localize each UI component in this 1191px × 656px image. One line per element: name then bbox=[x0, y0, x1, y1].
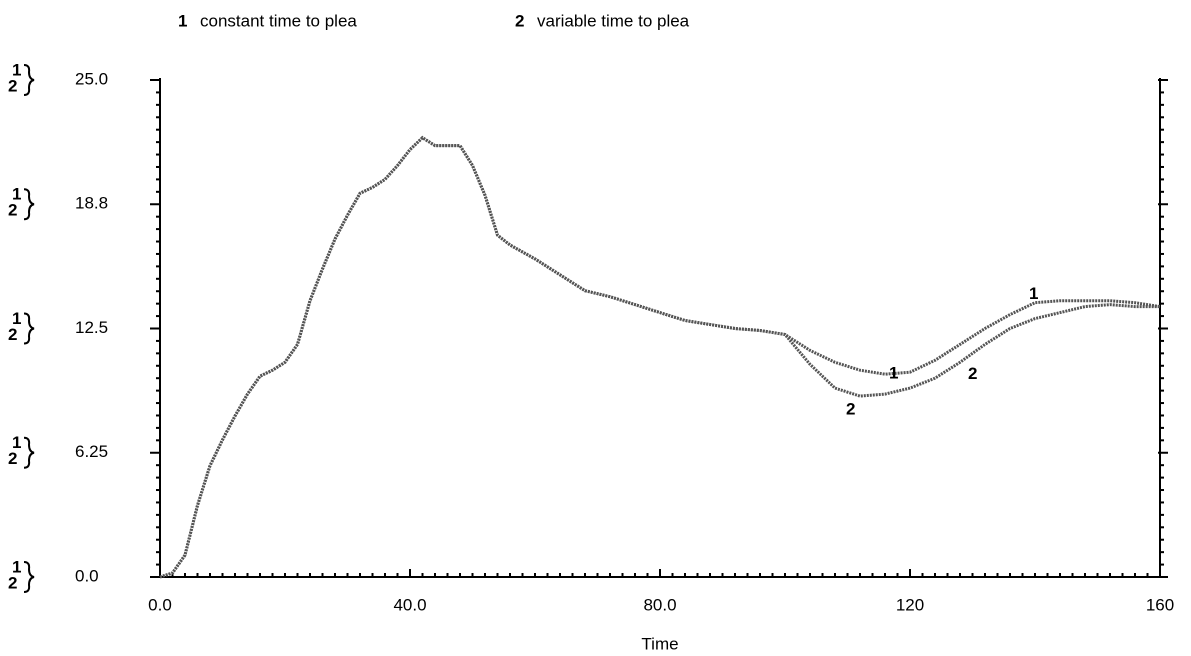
series-line bbox=[159, 135, 1160, 579]
series-icon-brace bbox=[23, 188, 35, 221]
series-icon: 2 bbox=[8, 325, 17, 344]
x-tick-label: 0.0 bbox=[148, 595, 172, 614]
legend-number: 1 bbox=[178, 11, 187, 30]
y-tick-label: 25.0 bbox=[75, 69, 108, 88]
series-line bbox=[159, 135, 1161, 579]
series-icon-brace bbox=[23, 64, 35, 96]
legend-label: constant time to plea bbox=[200, 11, 357, 30]
series-icon: 2 bbox=[8, 573, 17, 592]
x-axis-label: Time bbox=[641, 634, 678, 653]
line-label: 2 bbox=[846, 400, 855, 419]
y-tick-label: 6.25 bbox=[75, 442, 108, 461]
series-icon-brace bbox=[23, 436, 35, 469]
series-icon: 1 bbox=[12, 433, 21, 452]
series-icon: 1 bbox=[12, 309, 21, 328]
y-tick-label: 12.5 bbox=[75, 318, 108, 337]
x-tick-label: 160 bbox=[1146, 595, 1174, 614]
y-tick-label: 0.0 bbox=[75, 566, 99, 585]
series-icon: 2 bbox=[8, 201, 17, 220]
line-label: 1 bbox=[889, 364, 898, 383]
series-icon-brace bbox=[23, 312, 35, 345]
series-icon: 2 bbox=[8, 76, 17, 95]
x-tick-label: 80.0 bbox=[643, 595, 676, 614]
series-icon: 1 bbox=[12, 60, 21, 79]
series-icon: 2 bbox=[8, 449, 17, 468]
x-tick-label: 40.0 bbox=[393, 595, 426, 614]
y-tick-label: 18.8 bbox=[75, 194, 108, 213]
line-label: 1 bbox=[1029, 284, 1038, 303]
x-tick-label: 120 bbox=[896, 595, 924, 614]
legend-number: 2 bbox=[515, 11, 524, 30]
series-icon-brace bbox=[23, 561, 35, 593]
series-icon: 1 bbox=[12, 557, 21, 576]
legend-label: variable time to plea bbox=[537, 11, 690, 30]
series-icon: 1 bbox=[12, 185, 21, 204]
line-label: 2 bbox=[968, 364, 977, 383]
